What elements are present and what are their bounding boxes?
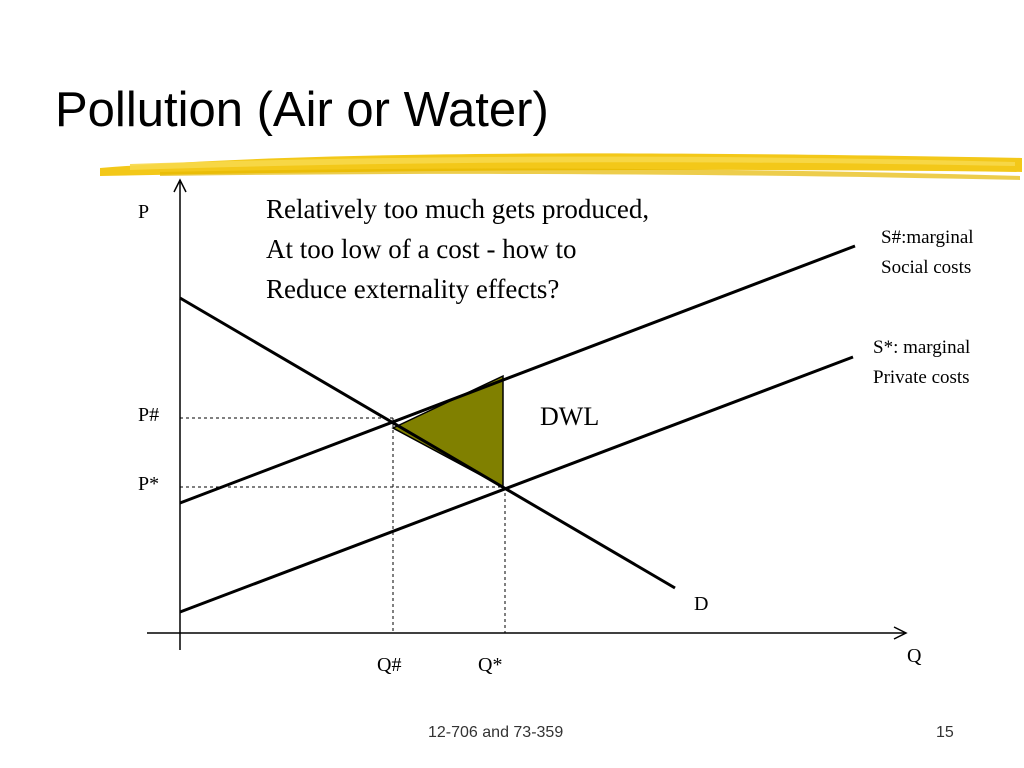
social-supply-curve [179, 244, 856, 505]
title-underline [100, 153, 1022, 180]
social-supply-label-line1: S#:marginal [881, 227, 974, 248]
private-supply-curve [179, 355, 854, 614]
social-supply-label-line2: Social costs [881, 257, 971, 278]
private-supply-label-line2: Private costs [873, 367, 970, 388]
dwl-label: DWL [540, 402, 599, 431]
footer-course-code: 12-706 and 73-359 [428, 724, 564, 741]
annotation-line3: Reduce externality effects? [266, 274, 559, 304]
annotation-line2: At too low of a cost - how to [266, 234, 576, 264]
quantity-axis-label: Q [907, 645, 922, 667]
price-star-label: P* [138, 473, 159, 495]
quantity-star-label: Q* [478, 654, 502, 676]
slide-title: Pollution (Air or Water) [55, 83, 549, 137]
price-axis-label: P [138, 201, 149, 223]
page-number: 15 [936, 724, 954, 741]
quantity-hash-label: Q# [377, 654, 401, 676]
demand-curve [179, 296, 676, 590]
private-supply-label-line1: S*: marginal [873, 337, 970, 358]
annotation-line1: Relatively too much gets produced, [266, 194, 649, 224]
price-axis-arrow [173, 178, 187, 193]
price-hash-label: P# [138, 404, 159, 426]
quantity-axis-arrow [893, 626, 908, 640]
demand-label: D [694, 593, 708, 615]
